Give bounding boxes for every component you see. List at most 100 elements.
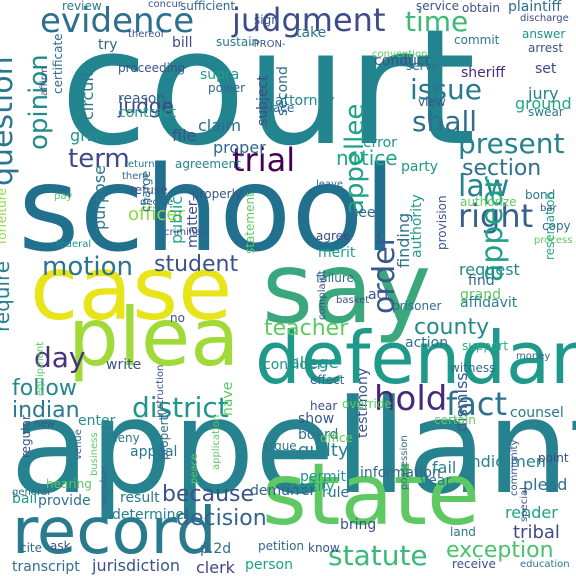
word-party: party	[401, 159, 438, 175]
word-trial: trial	[232, 141, 296, 179]
word-serve: serve	[406, 59, 440, 73]
word-refuse: refuse	[130, 183, 168, 197]
word-convention: convention	[372, 49, 428, 60]
word-pay: pay	[54, 191, 73, 202]
word-agree: agree	[316, 229, 351, 243]
word-result: result	[120, 490, 160, 506]
word-follow: follow	[12, 376, 77, 401]
word-money: money	[516, 351, 551, 362]
word-view: view	[418, 95, 446, 109]
word-failure: failure	[316, 271, 354, 285]
word-set: set	[535, 61, 557, 77]
word-member: member	[99, 465, 110, 508]
word-render: render	[505, 503, 558, 522]
word-support: support	[462, 339, 509, 353]
word-answer: answer	[522, 27, 566, 41]
word-present: present	[458, 127, 565, 160]
word-file: file	[172, 126, 197, 145]
word-school: school	[18, 140, 397, 278]
word-application: application	[211, 414, 222, 470]
word-action: action	[405, 335, 449, 351]
word-service: service	[416, 0, 459, 13]
word-general: general	[12, 487, 51, 498]
word-purpose: purpose	[90, 165, 109, 230]
word-plea: plea	[68, 291, 240, 384]
word-indian: indian	[12, 398, 80, 423]
word-hearing: hearing	[46, 477, 92, 491]
word-rule: rule	[322, 485, 350, 501]
word-grand: grand	[460, 287, 501, 303]
word-section: section	[462, 156, 542, 181]
word-say: say	[262, 232, 432, 346]
word-sheriff: sheriff	[461, 65, 506, 81]
word-give: give	[70, 126, 104, 145]
word-petition: petition	[258, 539, 305, 553]
word-obtain: obtain	[462, 1, 500, 15]
word-there: there	[122, 171, 149, 182]
word-peace: peace	[189, 453, 200, 484]
word-claim: claim	[198, 116, 242, 135]
word-indictment: indictment	[466, 452, 553, 471]
word-information: information	[360, 465, 441, 481]
word-attorney: attorney	[275, 93, 335, 109]
word-sign: sign	[254, 13, 279, 27]
word-determine: determine	[112, 507, 185, 523]
word-criminal: criminal	[164, 227, 205, 238]
word-reason: reason	[118, 91, 166, 107]
word-bill: bill	[172, 35, 193, 51]
word-transcript: transcript	[12, 559, 80, 575]
word-property: property	[157, 408, 171, 460]
word-land: land	[450, 525, 476, 539]
word-tribal: tribal	[513, 522, 560, 543]
word-properly: properly	[192, 187, 242, 201]
word-proper: proper	[213, 138, 266, 157]
word-return: return	[124, 159, 155, 170]
word-place: place	[262, 101, 295, 115]
word-bar: bar	[540, 203, 557, 214]
word-county: county	[414, 315, 490, 340]
word-forfeiture: forfeiture	[0, 188, 9, 244]
word-prisoner: prisoner	[392, 299, 442, 313]
word-ground: ground	[515, 94, 572, 113]
word-power: power	[208, 81, 246, 95]
word-judge: judge	[118, 94, 174, 118]
word-authority: authority	[409, 194, 425, 258]
word-process: process	[534, 235, 573, 246]
word-education: education	[520, 559, 570, 570]
word-regular: regular	[19, 415, 33, 458]
word-effect: effect	[310, 373, 345, 387]
word-venue: venue	[73, 429, 84, 460]
word-possession: possession	[399, 435, 410, 490]
word-record: record	[12, 495, 217, 569]
word-matter: matter	[185, 200, 201, 248]
word-appeal: appeal	[130, 444, 178, 460]
word-permit: permit	[300, 469, 347, 485]
word-year: year	[420, 473, 452, 489]
word-guilty: guilty	[298, 440, 349, 461]
word-exception: exception	[446, 538, 554, 563]
word-see: see	[351, 205, 376, 221]
word-receive: receive	[452, 557, 496, 571]
word-equipment: equipment	[35, 341, 46, 396]
word-jury: jury	[528, 84, 559, 103]
word-contract: contract	[118, 105, 177, 121]
word-authorize: authorize	[460, 195, 517, 209]
word-basket: basket	[336, 295, 370, 306]
word-proceeding: proceeding	[118, 61, 186, 75]
word-no: no	[170, 311, 185, 325]
word-clerk: clerk	[196, 558, 235, 576]
word-write: write	[106, 357, 142, 373]
word-issue: issue	[410, 73, 482, 106]
word-right: right	[458, 197, 534, 235]
word-copy: copy	[542, 219, 571, 233]
word-certificate: certificate	[51, 33, 65, 94]
word-because: because	[162, 482, 255, 507]
word-judgment: judgment	[232, 1, 386, 39]
word-agreement: agreement	[175, 157, 241, 171]
word-state: state	[262, 445, 480, 545]
word-officer: officer	[128, 204, 185, 225]
word-board: board	[298, 427, 339, 443]
word-discharge: discharge	[520, 13, 569, 24]
word-supra: supra	[200, 67, 240, 83]
word-pron: -PRON-	[250, 39, 286, 50]
